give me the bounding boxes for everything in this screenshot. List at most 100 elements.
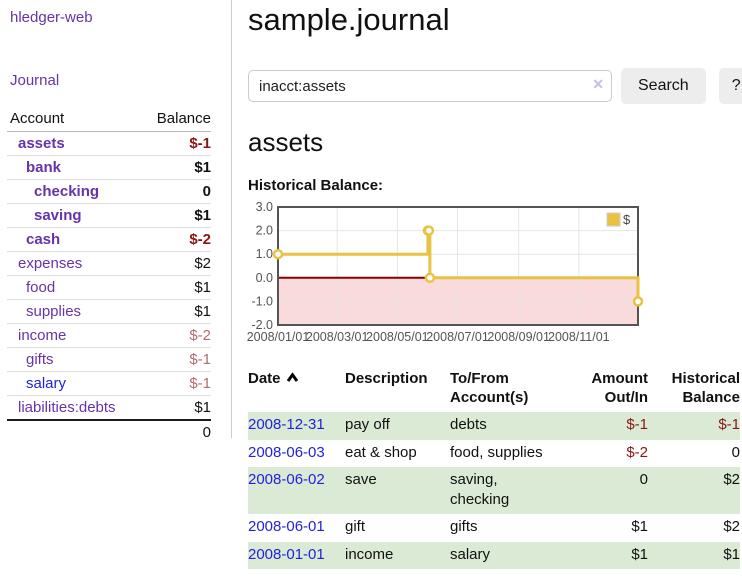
transaction-date-link[interactable]: 2008-06-02 — [248, 471, 325, 488]
svg-text:2008/03/01: 2008/03/01 — [306, 330, 369, 344]
svg-text:2008/01/01: 2008/01/01 — [247, 330, 310, 344]
register-header-balance: Historical Balance — [648, 367, 740, 412]
account-link[interactable]: assets — [18, 135, 65, 152]
register-header-description: Description — [345, 367, 450, 412]
register-row: 2008-06-03eat & shopfood, supplies$-20 — [248, 440, 740, 467]
account-row: income $-2 — [7, 324, 211, 348]
svg-text:3.0: 3.0 — [256, 200, 273, 214]
account-link[interactable]: saving — [34, 207, 82, 224]
help-button[interactable]: ? — [719, 68, 742, 104]
transaction-description: pay off — [345, 412, 450, 439]
search-form: ✕ Search ? — [248, 68, 740, 104]
transaction-description: save — [345, 467, 450, 515]
transaction-amount: $-2 — [582, 440, 648, 467]
transaction-date-link[interactable]: 2008-06-03 — [248, 444, 325, 461]
search-input[interactable] — [248, 70, 612, 102]
account-row: food $1 — [7, 276, 211, 300]
main-content: sample.journal ✕ Search ? assets Histori… — [248, 0, 740, 569]
account-row: cash $-2 — [7, 228, 211, 252]
account-balance: 0 — [141, 180, 211, 204]
sort-ascending-icon — [286, 369, 299, 388]
account-link[interactable]: food — [26, 279, 55, 296]
account-row: saving $1 — [7, 204, 211, 228]
account-link[interactable]: gifts — [26, 351, 54, 368]
account-row: checking 0 — [7, 180, 211, 204]
account-row: liabilities:debts$1 — [7, 396, 211, 421]
account-balance: $-1 — [141, 372, 211, 396]
balance-column-header: Balance — [141, 107, 211, 132]
transaction-accounts: food, supplies — [450, 440, 582, 467]
transaction-balance: 0 — [648, 440, 740, 467]
account-row: assets$-1 — [7, 132, 211, 156]
account-balance: $2 — [141, 252, 211, 276]
transaction-date-link[interactable]: 2008-06-01 — [248, 518, 325, 535]
account-link[interactable]: expenses — [18, 255, 82, 272]
transaction-amount: 0 — [582, 467, 648, 515]
account-balance: $1 — [141, 156, 211, 180]
svg-text:0.0: 0.0 — [256, 271, 273, 285]
account-balance: $-1 — [141, 348, 211, 372]
page-title: sample.journal — [248, 2, 740, 38]
transaction-accounts: saving, checking — [450, 467, 582, 515]
account-column-header: Account — [7, 107, 141, 132]
account-total-row: 0 — [7, 420, 211, 444]
sidebar: hledger-web Journal Account Balance asse… — [0, 0, 232, 438]
account-row: supplies $1 — [7, 300, 211, 324]
account-link[interactable]: checking — [34, 183, 99, 200]
search-box: ✕ — [248, 70, 612, 102]
register-header-date[interactable]: Date — [248, 367, 345, 412]
account-balance: $1 — [141, 276, 211, 300]
transaction-amount: $1 — [582, 514, 648, 541]
transaction-amount: $-1 — [582, 412, 648, 439]
svg-text:2008/11/01: 2008/11/01 — [548, 330, 610, 344]
svg-text:1.0: 1.0 — [256, 247, 273, 261]
register-header-amount: Amount Out/In — [582, 367, 648, 412]
account-link[interactable]: supplies — [26, 303, 81, 320]
transaction-balance: $2 — [648, 514, 740, 541]
account-link[interactable]: cash — [26, 231, 60, 248]
transaction-description: gift — [345, 514, 450, 541]
chart-title: Historical Balance: — [248, 177, 740, 194]
transaction-accounts: salary — [450, 542, 582, 569]
svg-text:2008/07/01: 2008/07/01 — [426, 330, 489, 344]
register-row: 2008-06-02 savesaving, checking0$2 — [248, 467, 740, 515]
register-row: 2008-12-31pay offdebts$-1$-1 — [248, 412, 740, 439]
register-body: 2008-12-31pay offdebts$-1$-12008-06-03ea… — [248, 412, 740, 569]
nav-journal-link[interactable]: Journal — [10, 72, 59, 89]
historical-balance-chart: $3.02.01.00.0-1.0-2.02008/01/012008/03/0… — [248, 203, 740, 355]
transaction-accounts: debts — [450, 412, 582, 439]
svg-text:-1.0: -1.0 — [251, 294, 273, 308]
account-heading: assets — [248, 127, 740, 158]
register-row: 2008-01-01incomesalary$1$1 — [248, 542, 740, 569]
transaction-amount: $1 — [582, 542, 648, 569]
transaction-date-link[interactable]: 2008-01-01 — [248, 546, 325, 563]
account-total-balance: 0 — [141, 420, 211, 444]
transaction-date-link[interactable]: 2008-12-31 — [248, 416, 325, 433]
search-button[interactable]: Search — [621, 68, 706, 104]
account-row: gifts $-1 — [7, 348, 211, 372]
account-tree: Account Balance assets$-1bank$1checking0… — [7, 107, 211, 444]
account-link[interactable]: liabilities:debts — [18, 399, 116, 416]
svg-text:$: $ — [623, 212, 631, 227]
svg-text:2008/05/01: 2008/05/01 — [366, 330, 429, 344]
account-row: expenses $2 — [7, 252, 211, 276]
transaction-description: income — [345, 542, 450, 569]
register-row: 2008-06-01giftgifts$1$2 — [248, 514, 740, 541]
account-row: bank $1 — [7, 156, 211, 180]
register-header-accounts: To/From Account(s) — [450, 367, 582, 412]
transaction-balance: $1 — [648, 542, 740, 569]
svg-text:2008/09/01: 2008/09/01 — [487, 330, 550, 344]
transaction-balance: $2 — [648, 467, 740, 515]
account-link[interactable]: income — [18, 327, 66, 344]
account-link[interactable]: salary — [26, 375, 66, 392]
account-balance: $1 — [141, 204, 211, 228]
clear-search-icon[interactable]: ✕ — [592, 77, 604, 91]
account-balance: $-2 — [141, 228, 211, 252]
brand-link[interactable]: hledger-web — [10, 9, 93, 26]
account-tree-header: Account Balance — [7, 107, 211, 132]
account-link[interactable]: bank — [26, 159, 61, 176]
account-balance: $-2 — [141, 324, 211, 348]
register-table: Date Description To/From Account(s) Amou… — [248, 367, 740, 569]
account-balance: $1 — [141, 300, 211, 324]
transaction-balance: $-1 — [648, 412, 740, 439]
